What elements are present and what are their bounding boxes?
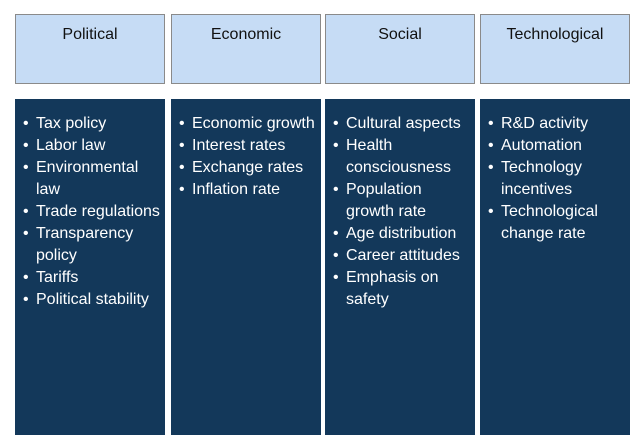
header-technological-label: Technological: [506, 26, 604, 43]
list-item: Labor law: [21, 135, 161, 157]
header-social: Social: [325, 14, 475, 84]
panel-political: Tax policy Labor law Environmental law T…: [15, 99, 165, 435]
panel-social: Cultural aspects Health consciousness Po…: [325, 99, 475, 435]
list-item: Population growth rate: [331, 179, 471, 223]
panel-economic: Economic growth Interest rates Exchange …: [171, 99, 321, 435]
list-item: R&D activity: [486, 113, 626, 135]
header-technological: Technological: [480, 14, 630, 84]
header-economic-label: Economic: [210, 26, 282, 43]
header-political: Political: [15, 14, 165, 84]
political-list: Tax policy Labor law Environmental law T…: [21, 113, 161, 311]
list-item: Tariffs: [21, 267, 161, 289]
list-item: Transparency policy: [21, 223, 161, 267]
list-item: Exchange rates: [177, 157, 317, 179]
panel-technological: R&D activity Automation Technology incen…: [480, 99, 630, 435]
list-item: Environmental law: [21, 157, 161, 201]
header-economic: Economic: [171, 14, 321, 84]
list-item: Automation: [486, 135, 626, 157]
list-item: Interest rates: [177, 135, 317, 157]
social-list: Cultural aspects Health consciousness Po…: [331, 113, 471, 311]
list-item: Technology incentives: [486, 157, 626, 201]
list-item: Tax policy: [21, 113, 161, 135]
list-item: Political stability: [21, 289, 161, 311]
technological-list: R&D activity Automation Technology incen…: [486, 113, 626, 245]
economic-list: Economic growth Interest rates Exchange …: [177, 113, 317, 201]
list-item: Age distribution: [331, 223, 471, 245]
list-item: Health consciousness: [331, 135, 471, 179]
list-item: Trade regulations: [21, 201, 161, 223]
list-item: Emphasis on safety: [331, 267, 471, 311]
list-item: Inflation rate: [177, 179, 317, 201]
list-item: Technological change rate: [486, 201, 626, 245]
list-item: Career attitudes: [331, 245, 471, 267]
list-item: Economic growth: [177, 113, 317, 135]
header-social-label: Social: [378, 26, 422, 43]
list-item: Cultural aspects: [331, 113, 471, 135]
header-political-label: Political: [62, 26, 118, 43]
